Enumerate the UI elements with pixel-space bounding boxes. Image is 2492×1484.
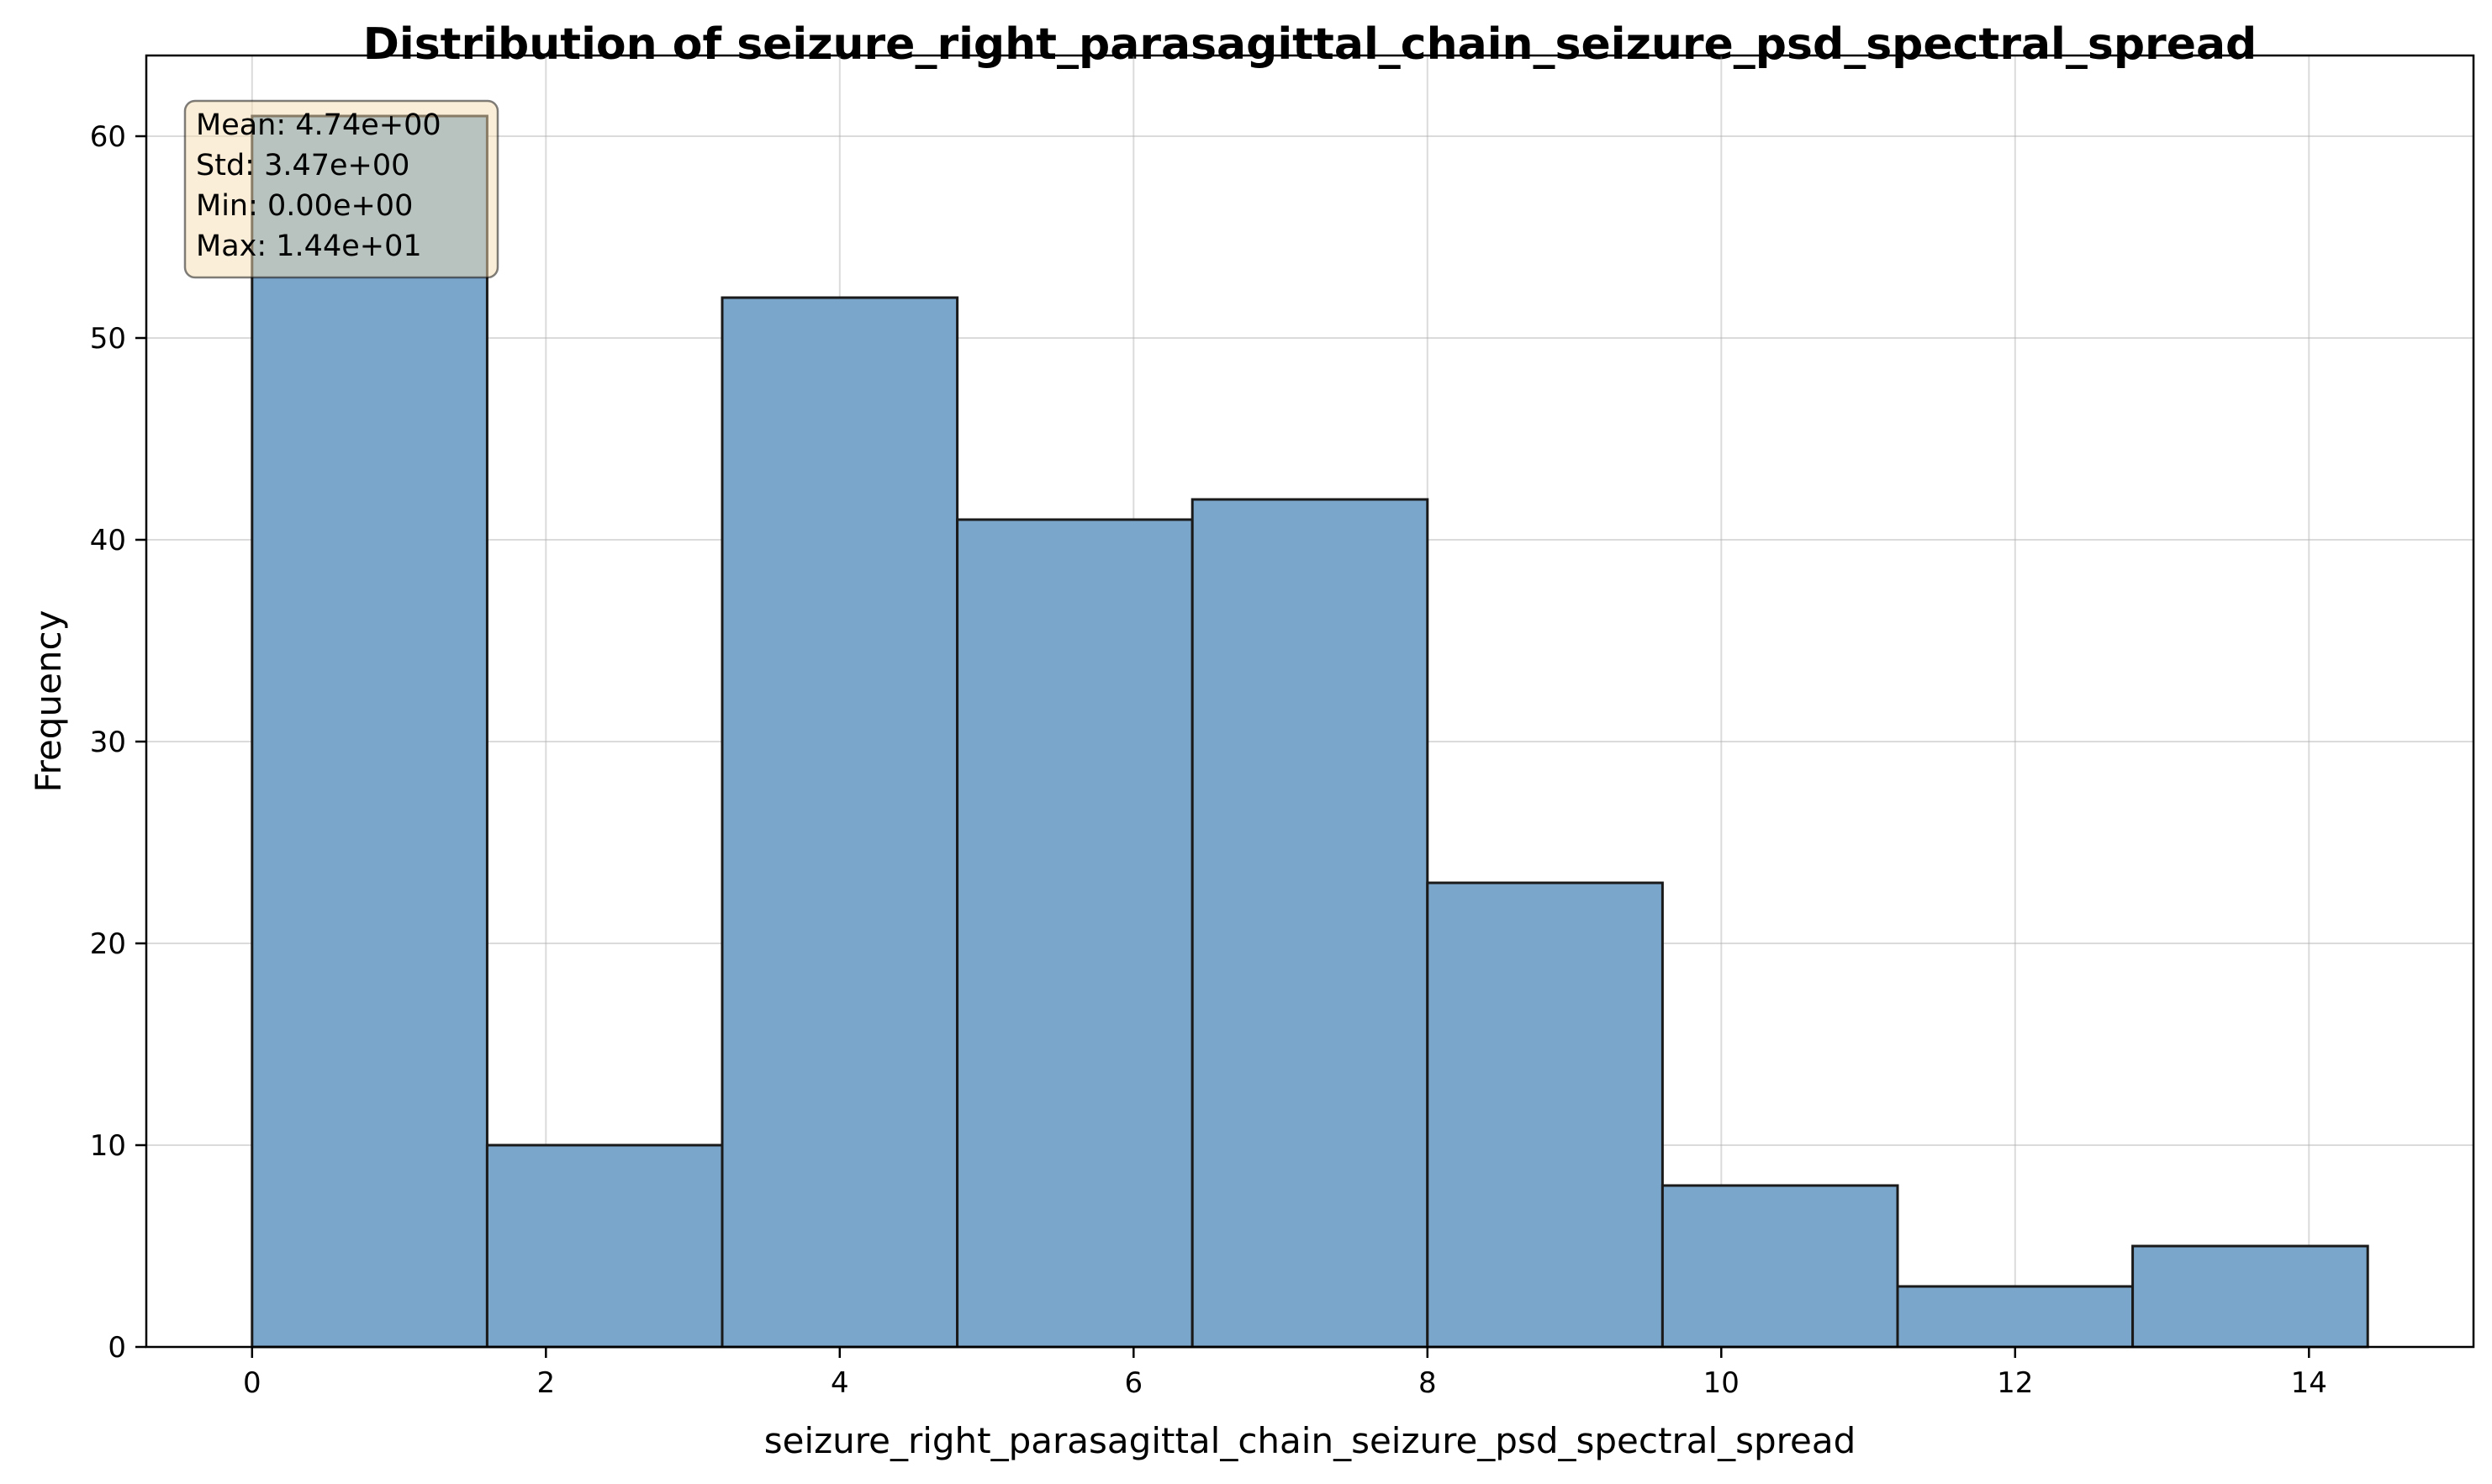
y-tick-label-1: 10 — [90, 1129, 126, 1163]
y-tick-label-4: 40 — [90, 524, 126, 557]
x-tick-label-5: 10 — [1703, 1366, 1740, 1400]
stats-max: Max: 1.44e+01 — [196, 230, 422, 263]
histogram-bar-5 — [1426, 881, 1664, 1349]
x-tick-label-2: 4 — [831, 1366, 849, 1400]
x-tick-label-7: 14 — [2291, 1366, 2327, 1400]
x-tick-label-6: 12 — [1997, 1366, 2033, 1400]
y-tick-label-5: 50 — [90, 322, 126, 356]
y-tick-label-6: 60 — [90, 120, 126, 154]
histogram-bar-7 — [1896, 1285, 2135, 1349]
histogram-bar-2 — [721, 296, 959, 1349]
stats-min: Min: 0.00e+00 — [196, 189, 413, 223]
y-tick-label-3: 30 — [90, 726, 126, 759]
x-tick-label-1: 2 — [536, 1366, 555, 1400]
x-axis-label: seizure_right_parasagittal_chain_seizure… — [764, 1420, 1856, 1461]
stats-mean: Mean: 4.74e+00 — [196, 108, 441, 142]
x-tick-label-0: 0 — [243, 1366, 261, 1400]
bars — [251, 114, 2369, 1349]
histogram-bar-4 — [1191, 498, 1429, 1349]
y-axis-label: Frequency — [28, 610, 69, 793]
stats-box-background — [183, 99, 499, 279]
x-tick-label-4: 8 — [1418, 1366, 1437, 1400]
histogram-bar-3 — [956, 518, 1194, 1349]
histogram-bar-1 — [485, 1143, 724, 1349]
histogram-bar-8 — [2131, 1244, 2369, 1349]
stats-std: Std: 3.47e+00 — [196, 149, 409, 182]
stats-box: Mean: 4.74e+00 Std: 3.47e+00 Min: 0.00e+… — [183, 99, 499, 279]
histogram-bar-0 — [251, 114, 488, 1349]
x-tick-label-3: 6 — [1124, 1366, 1143, 1400]
chart-title: Distribution of seizure_right_parasagitt… — [363, 19, 2257, 70]
y-tick-label-0: 0 — [108, 1331, 126, 1365]
x-axis-ticks: 0 2 4 6 8 10 12 14 — [243, 1347, 2327, 1400]
y-tick-label-2: 20 — [90, 927, 126, 961]
plot-frame — [145, 54, 2475, 1349]
y-axis-ticks: 0 10 20 30 40 50 60 — [90, 120, 146, 1365]
histogram-bar-6 — [1660, 1184, 1899, 1349]
